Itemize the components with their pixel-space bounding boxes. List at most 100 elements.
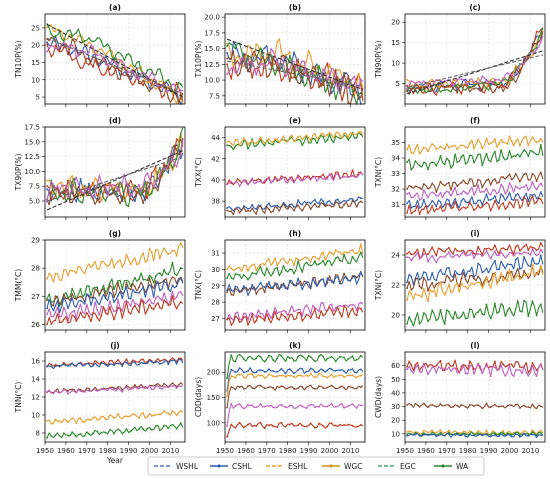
series-point: [301, 424, 304, 427]
series-point: [443, 148, 446, 151]
series-point: [473, 373, 475, 375]
series-point: [263, 144, 266, 147]
series-point: [456, 250, 459, 252]
series-point: [46, 298, 48, 300]
series-point: [519, 268, 521, 270]
y-tick-label: 31: [211, 250, 220, 258]
series-point: [146, 86, 149, 89]
series-point: [268, 318, 270, 320]
series-point: [92, 51, 94, 53]
series-point: [280, 205, 283, 208]
series-point: [138, 183, 140, 186]
series-point: [247, 209, 249, 212]
series-point: [326, 405, 329, 408]
series-point: [117, 280, 119, 282]
series-point: [108, 284, 111, 287]
series-point: [100, 59, 103, 62]
series-point: [159, 363, 161, 365]
series-point: [305, 82, 308, 85]
series-point: [539, 254, 542, 257]
series-line: [46, 24, 184, 104]
series-point: [259, 205, 262, 207]
series-point: [355, 283, 358, 285]
series-point: [523, 173, 525, 176]
series-point: [339, 202, 341, 205]
series-point: [339, 386, 341, 389]
series-point: [297, 308, 299, 311]
series-point: [502, 363, 505, 366]
series-point: [263, 360, 266, 363]
series-point: [276, 205, 279, 207]
series-point: [134, 304, 136, 307]
series-point: [326, 177, 329, 180]
series-point: [46, 26, 48, 29]
series-point: [71, 362, 74, 364]
series-point: [104, 59, 107, 61]
series-point: [62, 293, 65, 296]
series-point: [334, 306, 337, 309]
series-point: [460, 250, 463, 252]
series-point: [452, 190, 454, 193]
series-point: [100, 260, 103, 263]
series-point: [494, 259, 496, 262]
series-point: [150, 414, 153, 417]
y-tick-label: 15: [31, 59, 40, 67]
series-point: [46, 50, 48, 53]
series-point: [255, 273, 258, 275]
series-point: [171, 357, 174, 360]
panel-b: 7.510.012.515.017.520.0(b)TX10P(%): [194, 3, 366, 107]
series-point: [297, 369, 299, 371]
series-point: [494, 150, 496, 153]
series-point: [230, 403, 233, 405]
series-point: [427, 168, 429, 171]
series-point: [527, 277, 530, 279]
series-point: [297, 68, 299, 71]
series-point: [288, 309, 291, 312]
series-point: [347, 75, 350, 78]
series-point: [351, 199, 354, 202]
series-point: [334, 274, 337, 276]
series-point: [100, 40, 103, 43]
series-point: [422, 208, 425, 211]
series-point: [272, 287, 274, 290]
series-point: [514, 275, 517, 278]
series-point: [435, 261, 438, 264]
series-point: [226, 291, 229, 293]
y-tick-label: 12.5: [24, 153, 40, 161]
series-point: [280, 283, 283, 286]
series-point: [230, 207, 233, 210]
series-point: [251, 272, 254, 274]
series-point: [259, 47, 262, 49]
series-point: [117, 198, 119, 201]
series-point: [259, 74, 262, 77]
series-point: [485, 276, 488, 279]
series-point: [314, 260, 316, 263]
series-point: [104, 431, 107, 434]
series-point: [531, 429, 534, 431]
series-point: [108, 291, 111, 294]
series-line: [406, 31, 544, 95]
series-point: [535, 254, 538, 257]
series-point: [498, 310, 500, 313]
series-point: [255, 293, 258, 295]
legend-item-eshl: ESHL: [266, 462, 308, 471]
series-point: [247, 70, 249, 73]
series-point: [54, 295, 57, 297]
y-tick-label: 20: [391, 19, 400, 27]
series-point: [96, 286, 99, 289]
series-point: [301, 60, 304, 63]
series-point: [138, 67, 140, 69]
series-point: [535, 249, 538, 252]
series-point: [514, 272, 517, 275]
series-point: [272, 359, 274, 361]
series-point: [431, 205, 434, 207]
series-point: [347, 205, 350, 208]
series-point: [129, 55, 132, 58]
series-point: [456, 272, 459, 275]
series-point: [347, 316, 350, 318]
series-point: [539, 364, 542, 366]
series-point: [347, 262, 350, 265]
series-point: [481, 164, 484, 167]
series-point: [259, 136, 262, 139]
series-point: [531, 263, 534, 266]
